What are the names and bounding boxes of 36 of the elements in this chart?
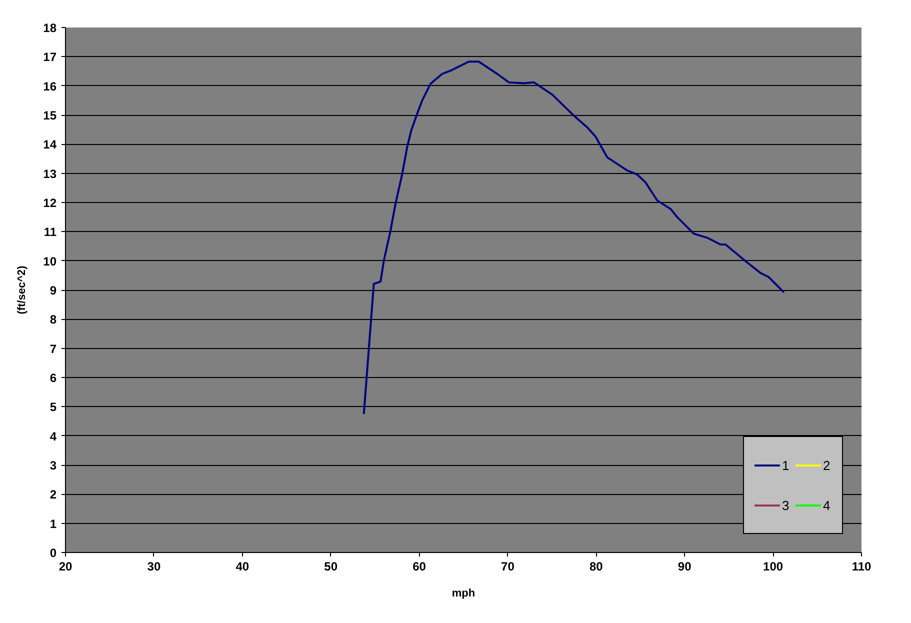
y-axis-title: (ft/sec^2) — [16, 265, 28, 314]
x-axis-title: mph — [452, 588, 476, 600]
y-tick-label: 13 — [43, 166, 57, 181]
x-tick-label: 100 — [763, 560, 784, 574]
x-tick-label: 20 — [58, 560, 72, 574]
x-tick-label: 60 — [412, 560, 426, 574]
y-tick-label: 9 — [50, 284, 57, 298]
y-tick-label: 8 — [50, 312, 57, 327]
y-tick-label: 18 — [43, 21, 57, 35]
y-tick-label: 3 — [50, 458, 57, 472]
y-tick-label: 6 — [50, 371, 57, 385]
y-tick-label: 7 — [50, 342, 57, 356]
line-series — [362, 60, 785, 415]
y-tick-label: 14 — [43, 138, 57, 152]
x-tick-label: 40 — [236, 560, 250, 574]
x-tick-label: 70 — [501, 560, 515, 574]
y-tick-label: 0 — [50, 546, 57, 560]
y-tick-label: 16 — [43, 79, 57, 94]
x-tick-label: 30 — [147, 560, 161, 574]
y-tick-label: 11 — [44, 225, 57, 240]
y-tick-label: 10 — [43, 254, 57, 268]
x-tick-label: 80 — [589, 560, 604, 574]
y-tick-label: 12 — [43, 196, 57, 210]
y-tick-label: 17 — [43, 50, 57, 64]
legend-label: 2 — [823, 456, 832, 474]
legend-label: 4 — [823, 496, 832, 514]
legend-label: 1 — [782, 456, 790, 474]
x-tick-label: 90 — [678, 560, 692, 574]
legend-label: 3 — [782, 496, 790, 514]
y-tick-label: 4 — [50, 429, 57, 444]
x-tick-label: 110 — [852, 560, 872, 574]
x-tick-label: 50 — [324, 560, 338, 574]
y-tick-label: 2 — [50, 488, 57, 502]
y-tick-label: 15 — [43, 108, 57, 122]
y-tick-label: 1 — [50, 516, 57, 531]
y-tick-label: 5 — [50, 400, 57, 414]
